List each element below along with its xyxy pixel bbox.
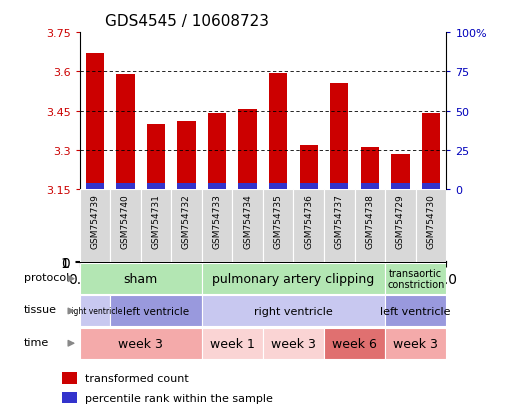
Text: GSM754733: GSM754733 [212,194,222,248]
Bar [208,114,226,183]
Text: week 3: week 3 [393,337,438,350]
Text: sham: sham [124,273,158,285]
Bar [416,190,446,262]
Bar [86,54,104,183]
Text: GSM754731: GSM754731 [151,194,161,248]
Text: GSM754736: GSM754736 [304,194,313,248]
Text: left ventricle: left ventricle [123,306,189,316]
Text: GSM754729: GSM754729 [396,194,405,248]
Bar [269,74,287,183]
Bar [202,296,385,327]
Bar [80,328,202,359]
Bar [171,190,202,262]
Text: GSM754740: GSM754740 [121,194,130,248]
Bar [239,183,257,190]
Text: left ventricle: left ventricle [381,306,451,316]
Bar [80,263,202,294]
Bar [324,190,354,262]
Text: GSM754737: GSM754737 [335,194,344,248]
Bar [202,190,232,262]
Bar [263,190,293,262]
Bar [422,183,440,190]
Bar [177,183,195,190]
Bar [202,328,263,359]
Text: pulmonary artery clipping: pulmonary artery clipping [212,273,374,285]
Bar [116,75,134,183]
Text: percentile rank within the sample: percentile rank within the sample [85,393,273,403]
Bar [361,148,379,183]
Bar [324,328,385,359]
Bar [239,110,257,183]
Text: transaortic
constriction: transaortic constriction [387,268,444,290]
Bar [385,263,446,294]
Bar [177,122,195,183]
Bar [385,190,416,262]
Bar [300,183,318,190]
Bar [86,183,104,190]
Bar [361,183,379,190]
Text: GSM754734: GSM754734 [243,194,252,248]
Bar [385,296,446,327]
Text: GSM754738: GSM754738 [365,194,374,248]
Bar [62,372,77,384]
Bar [330,183,348,190]
Text: GSM754732: GSM754732 [182,194,191,248]
Bar [269,183,287,190]
Text: tissue: tissue [24,305,57,315]
Text: transformed count: transformed count [85,373,189,383]
Bar [110,296,202,327]
Text: protocol: protocol [24,273,69,282]
Bar [208,183,226,190]
Text: week 1: week 1 [210,337,255,350]
Bar [62,392,77,404]
Text: GSM754739: GSM754739 [90,194,100,248]
Text: GDS4545 / 10608723: GDS4545 / 10608723 [105,14,269,29]
Bar [232,190,263,262]
Bar [385,328,446,359]
Text: GSM754735: GSM754735 [274,194,283,248]
Bar [141,190,171,262]
Bar [147,125,165,183]
Bar [293,190,324,262]
Bar [330,84,348,183]
Bar [202,263,385,294]
Text: right ventricle: right ventricle [254,306,333,316]
Bar [391,154,409,183]
Text: week 3: week 3 [271,337,316,350]
Bar [116,183,134,190]
Bar [147,183,165,190]
Bar [300,145,318,183]
Bar [391,183,409,190]
Bar [80,190,110,262]
Bar [110,190,141,262]
Text: time: time [24,337,49,347]
Bar [354,190,385,262]
Bar [263,328,324,359]
Bar [422,114,440,183]
Text: right ventricle: right ventricle [68,307,122,316]
Text: GSM754730: GSM754730 [426,194,436,248]
Text: week 3: week 3 [118,337,163,350]
Bar [80,296,110,327]
Text: week 6: week 6 [332,337,377,350]
